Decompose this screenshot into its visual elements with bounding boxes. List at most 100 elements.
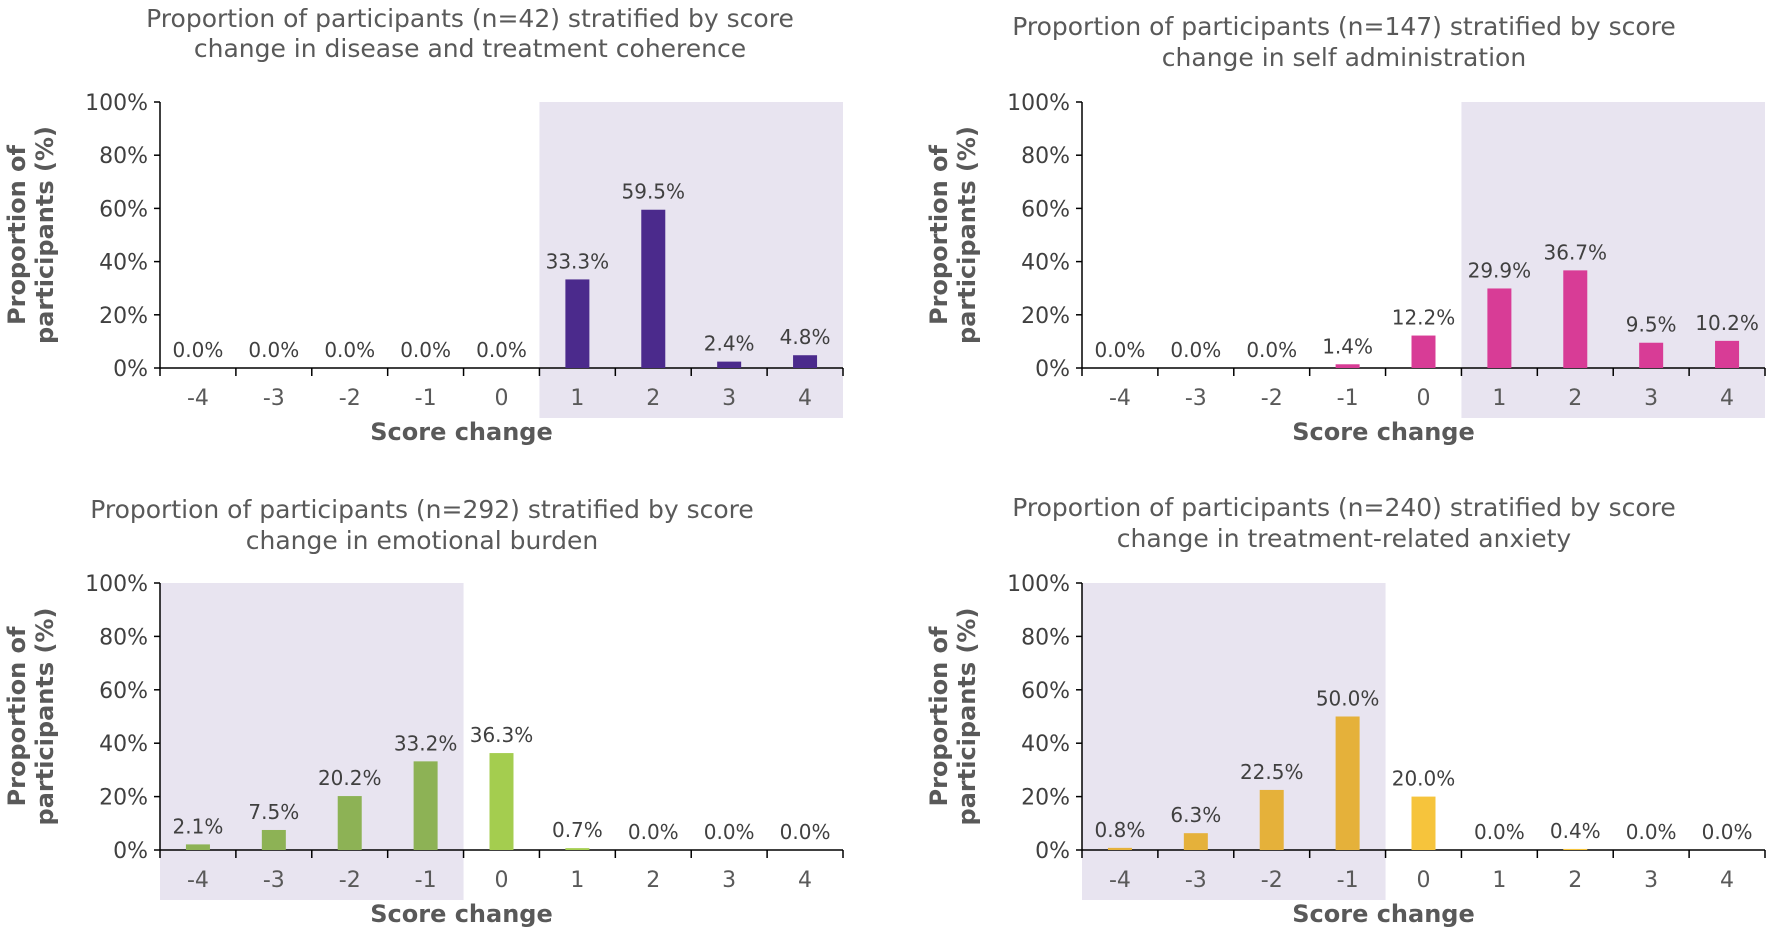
x-tick-label: -4 (187, 868, 209, 893)
bar--1 (1335, 716, 1360, 850)
y-tick-label: 80% (1021, 625, 1070, 650)
x-tick-label: -2 (1261, 386, 1283, 411)
y-tick-label: 60% (99, 679, 148, 704)
x-tick-label: 0 (1417, 868, 1431, 893)
y-axis-title-line: participants (%) (31, 126, 59, 344)
bar--1 (413, 761, 438, 850)
y-tick-label: 60% (1021, 679, 1070, 704)
data-label: 59.5% (622, 180, 686, 204)
bar-2 (1563, 270, 1588, 368)
y-axis-title-line: Proportion of (3, 144, 31, 325)
data-label: 0.0% (1095, 338, 1146, 362)
data-label: 10.2% (1695, 311, 1759, 335)
x-tick-label: -1 (1337, 386, 1359, 411)
bar-4 (1715, 340, 1740, 368)
bar--2 (337, 796, 362, 850)
x-tick-label: 2 (646, 386, 660, 411)
data-label: 0.0% (248, 338, 299, 362)
x-tick-label: 4 (798, 386, 812, 411)
data-label: 0.0% (173, 338, 224, 362)
y-tick-label: 60% (99, 197, 148, 222)
x-tick-label: 1 (1492, 386, 1506, 411)
x-tick-label: 1 (1492, 868, 1506, 893)
data-label: 2.4% (704, 332, 755, 356)
data-label: 36.7% (1544, 240, 1608, 264)
chart-title-line: change in treatment-related anxiety (1117, 524, 1572, 553)
data-label: 0.0% (476, 338, 527, 362)
chart-title-line: Proportion of participants (n=240) strat… (1012, 493, 1676, 522)
data-label: 0.0% (324, 338, 375, 362)
bar-0 (1411, 335, 1436, 368)
data-label: 0.0% (704, 820, 755, 844)
bar--4 (185, 844, 210, 850)
data-label: 33.3% (546, 249, 610, 273)
y-tick-label: 20% (99, 304, 148, 329)
x-axis-title: Score change (370, 900, 553, 928)
data-label: 29.9% (1468, 258, 1532, 282)
chart-title-line: change in self administration (1162, 43, 1526, 72)
y-tick-label: 60% (1021, 197, 1070, 222)
data-label: 0.4% (1550, 819, 1601, 843)
highlight-region (160, 583, 464, 900)
x-tick-label: 2 (646, 868, 660, 893)
x-axis-title: Score change (1292, 900, 1475, 928)
data-label: 6.3% (1170, 803, 1221, 827)
y-tick-label: 100% (85, 572, 148, 597)
chart-title-line: change in disease and treatment coherenc… (194, 34, 746, 63)
x-tick-label: -1 (415, 868, 437, 893)
x-tick-label: 2 (1568, 386, 1582, 411)
x-tick-label: 4 (1720, 868, 1734, 893)
y-axis-title-line: participants (%) (953, 126, 981, 344)
y-tick-label: 40% (99, 251, 148, 276)
x-tick-label: 0 (1417, 386, 1431, 411)
data-label: 0.0% (1474, 820, 1525, 844)
data-label: 20.0% (1392, 767, 1456, 791)
data-label: 0.0% (1246, 338, 1297, 362)
bar-0 (489, 753, 514, 850)
x-tick-label: -2 (1261, 868, 1283, 893)
x-tick-label: -3 (1185, 386, 1207, 411)
bar--2 (1259, 789, 1284, 850)
chart-coherence: Proportion of participants (n=42) strati… (3, 4, 844, 446)
x-tick-label: -1 (1337, 868, 1359, 893)
data-label: 0.0% (400, 338, 451, 362)
x-tick-label: 0 (495, 386, 509, 411)
x-tick-label: 4 (798, 868, 812, 893)
x-axis-title: Score change (370, 418, 553, 446)
bar-3 (1639, 342, 1664, 368)
x-tick-label: -3 (263, 868, 285, 893)
data-label: 22.5% (1240, 760, 1304, 784)
data-label: 20.2% (318, 766, 382, 790)
chart-title-line: Proportion of participants (n=42) strati… (146, 4, 794, 33)
highlight-region (1461, 102, 1765, 418)
data-label: 0.8% (1095, 818, 1146, 842)
bar--3 (261, 829, 286, 850)
highlight-region (1082, 583, 1386, 900)
data-label: 36.3% (470, 723, 534, 747)
data-label: 0.0% (1626, 820, 1677, 844)
y-tick-label: 80% (99, 144, 148, 169)
x-tick-label: 3 (722, 386, 736, 411)
y-tick-label: 0% (113, 357, 148, 382)
y-tick-label: 0% (1035, 839, 1070, 864)
chart-self-administration: Proportion of participants (n=147) strat… (925, 12, 1766, 446)
y-tick-label: 40% (99, 732, 148, 757)
y-axis-title-line: participants (%) (31, 608, 59, 826)
data-label: 0.0% (1702, 820, 1753, 844)
highlight-region (539, 102, 843, 418)
x-tick-label: -4 (1109, 868, 1131, 893)
chart-treatment-anxiety: Proportion of participants (n=240) strat… (925, 493, 1766, 928)
bar-1 (565, 848, 590, 850)
data-label: 7.5% (248, 800, 299, 824)
bar-2 (641, 209, 666, 368)
x-tick-label: 0 (495, 868, 509, 893)
bar-4 (793, 355, 818, 368)
chart-emotional-burden: Proportion of participants (n=292) strat… (3, 495, 844, 928)
chart-title-line: Proportion of participants (n=292) strat… (90, 495, 754, 524)
bar-1 (565, 279, 590, 368)
data-label: 0.7% (552, 818, 603, 842)
x-tick-label: -2 (339, 868, 361, 893)
data-label: 0.0% (780, 820, 831, 844)
y-axis-title-line: Proportion of (925, 144, 953, 325)
data-label: 1.4% (1322, 334, 1373, 358)
